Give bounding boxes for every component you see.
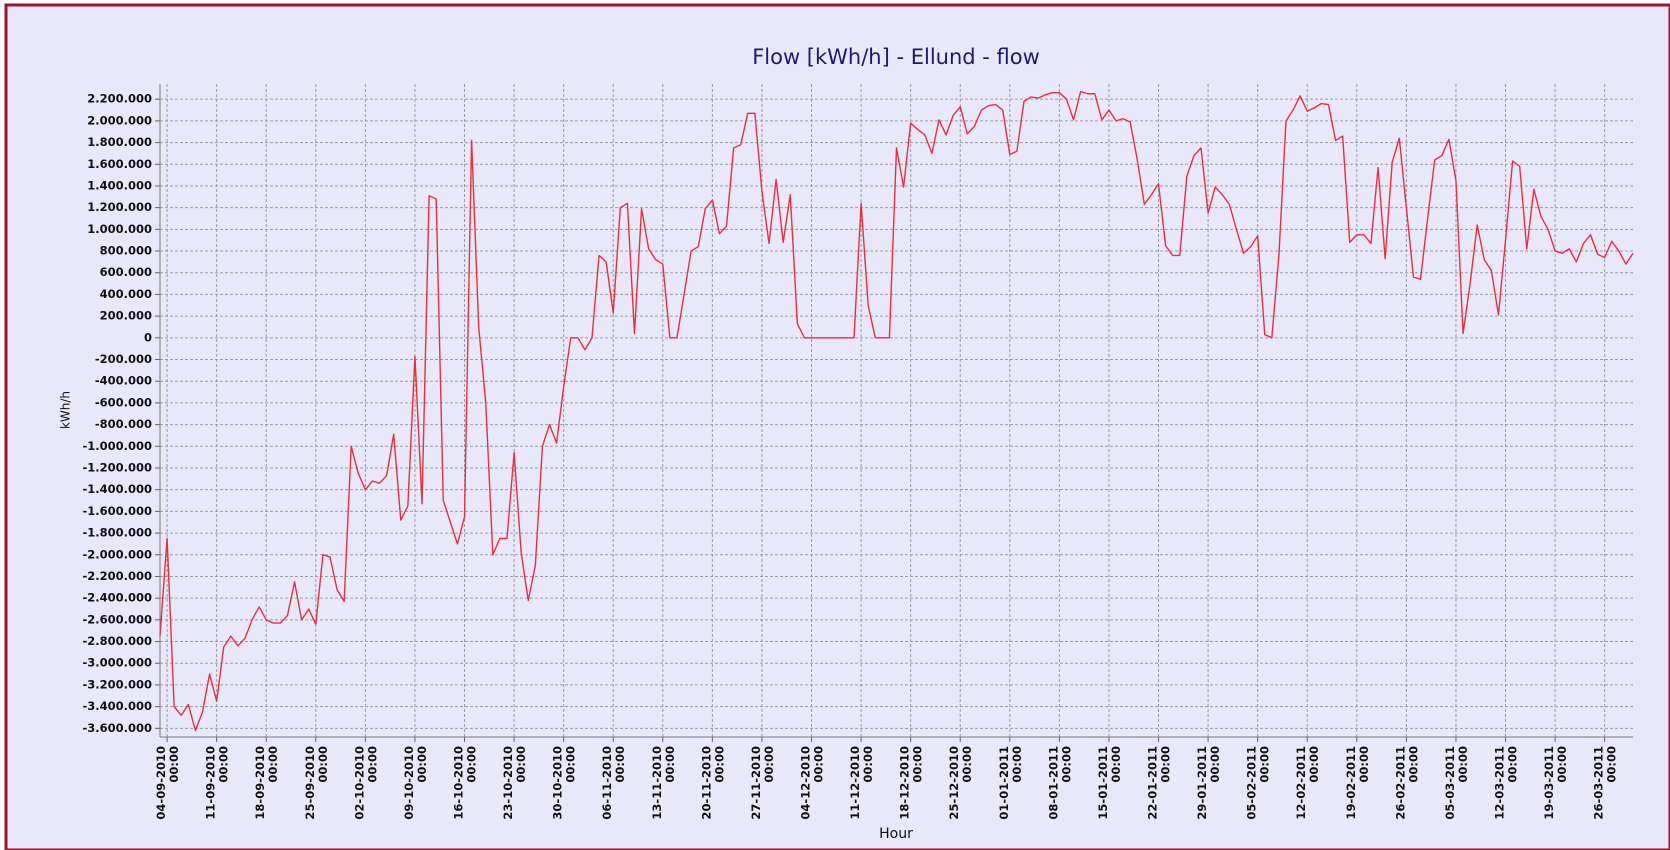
y-tick-label: -3.200.000	[82, 677, 152, 691]
x-tick-label: 27-11-201000:00	[748, 746, 775, 820]
x-tick-label: 11-09-201000:00	[203, 746, 230, 820]
y-tick-label: 200.000	[100, 309, 152, 323]
y-tick-label: 1.000.000	[87, 222, 152, 236]
x-tick-label: 18-09-201000:00	[253, 746, 280, 820]
y-tick-label: 1.200.000	[87, 200, 152, 214]
x-tick-label: 08-01-201100:00	[1046, 746, 1073, 820]
y-tick-label: -1.000.000	[82, 439, 152, 453]
x-tick-label: 12-02-201100:00	[1294, 746, 1321, 820]
chart-title: Flow [kWh/h] - Ellund - flow	[752, 45, 1040, 69]
x-axis-label: Hour	[879, 826, 913, 842]
y-tick-label: 2.000.000	[87, 113, 152, 127]
y-tick-label: -2.000.000	[82, 547, 152, 561]
plot-area	[160, 84, 1633, 737]
x-tick-label: 13-11-201000:00	[649, 746, 676, 820]
x-tick-label: 19-03-201100:00	[1542, 746, 1569, 820]
y-tick-label: -2.200.000	[82, 569, 152, 583]
y-axis-label: kWh/h	[59, 391, 73, 429]
x-tick-label: 30-10-201000:00	[550, 746, 577, 820]
y-tick-label: -1.400.000	[82, 482, 152, 496]
y-tick-label: -600.000	[95, 395, 152, 409]
x-tick-label: 05-02-201100:00	[1244, 746, 1271, 820]
y-tick-label: 1.600.000	[87, 157, 152, 171]
x-tick-label: 26-02-201100:00	[1393, 746, 1420, 820]
y-tick-label: -800.000	[95, 417, 152, 431]
x-tick-label: 02-10-201000:00	[352, 746, 379, 820]
y-tick-label: -2.800.000	[82, 634, 152, 648]
y-tick-label: 800.000	[100, 244, 152, 258]
y-tick-label: -400.000	[95, 374, 152, 388]
y-tick-label: 2.200.000	[87, 92, 152, 106]
y-tick-label: -3.000.000	[82, 656, 152, 670]
y-tick-label: -2.400.000	[82, 591, 152, 605]
x-tick-label: 12-03-201100:00	[1492, 746, 1519, 820]
y-tick-label: -1.800.000	[82, 526, 152, 540]
y-tick-label: -3.400.000	[82, 699, 152, 713]
x-tick-label: 16-10-201000:00	[451, 746, 478, 820]
x-tick-label: 01-01-201100:00	[996, 746, 1023, 820]
y-tick-label: 1.400.000	[87, 178, 152, 192]
x-tick-label: 11-12-201000:00	[848, 746, 875, 820]
x-tick-label: 29-01-201100:00	[1195, 746, 1222, 820]
x-tick-label: 04-12-201000:00	[798, 746, 825, 820]
x-tick-label: 15-01-201100:00	[1095, 746, 1122, 820]
x-tick-label: 04-09-201000:00	[154, 746, 181, 820]
y-tick-label: -2.600.000	[82, 612, 152, 626]
x-tick-label: 19-02-201100:00	[1343, 746, 1370, 820]
x-tick-label: 05-03-201100:00	[1442, 746, 1469, 820]
y-tick-label: 400.000	[100, 287, 152, 301]
x-tick-label: 06-11-201000:00	[600, 746, 627, 820]
x-tick-label: 25-12-201000:00	[947, 746, 974, 820]
y-tick-label: -3.600.000	[82, 721, 152, 735]
y-tick-label: -1.600.000	[82, 504, 152, 518]
x-tick-label: 26-03-201100:00	[1591, 746, 1618, 820]
y-tick-label: 600.000	[100, 265, 152, 279]
x-tick-label: 09-10-201000:00	[401, 746, 428, 820]
y-tick-label: 0	[144, 330, 152, 344]
y-tick-label: -1.200.000	[82, 460, 152, 474]
y-tick-label: -200.000	[95, 352, 152, 366]
x-tick-label: 25-09-201000:00	[302, 746, 329, 820]
y-tick-label: 1.800.000	[87, 135, 152, 149]
x-tick-label: 18-12-201000:00	[897, 746, 924, 820]
x-tick-label: 20-11-201000:00	[699, 746, 726, 820]
data-line	[159, 90, 1634, 732]
x-tick-label: 22-01-201100:00	[1145, 746, 1172, 820]
x-tick-label: 23-10-201000:00	[501, 746, 528, 820]
